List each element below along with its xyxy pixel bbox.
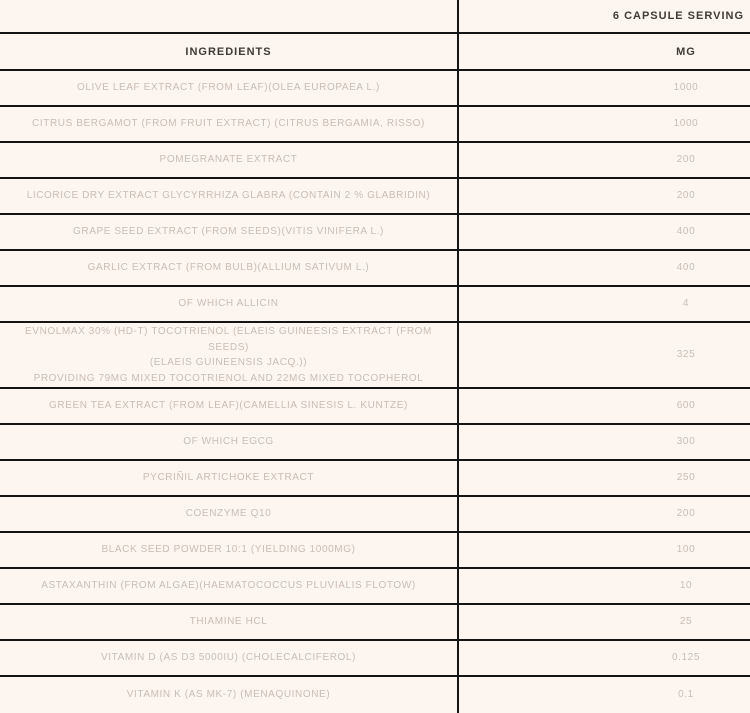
mg-value-cell: 325 (676, 349, 696, 361)
ingredient-name-cell: OLIVE LEAF EXTRACT (FROM LEAF)(OLEA EURO… (0, 71, 459, 105)
mg-column-header: MG (676, 45, 696, 58)
table-row: GRAPE SEED EXTRACT (FROM SEEDS)(VITIS VI… (0, 215, 750, 251)
table-row: CITRUS BERGAMOT (FROM FRUIT EXTRACT) (CI… (0, 107, 750, 143)
table-row: ASTAXANTHIN (FROM ALGAE)(HAEMATOCOCCUS P… (0, 569, 750, 605)
table-row: OF WHICH EGCG 300 (0, 425, 750, 461)
table-row: OF WHICH ALLICIN 4 (0, 287, 750, 323)
ingredient-name-cell: OF WHICH EGCG (0, 425, 459, 459)
ingredient-name-cell: GRAPE SEED EXTRACT (FROM SEEDS)(VITIS VI… (0, 215, 459, 249)
ingredients-column-header: INGREDIENTS (0, 34, 459, 69)
ingredient-name-cell: CITRUS BERGAMOT (FROM FRUIT EXTRACT) (CI… (0, 107, 459, 141)
ingredient-name-cell: GREEN TEA EXTRACT (FROM LEAF)(CAMELLIA S… (0, 389, 459, 423)
ingredient-name-cell: LICORICE DRY EXTRACT GLYCYRRHIZA GLABRA … (0, 179, 459, 213)
ingredient-name-cell: PYCRIÑIL ARTICHOKE EXTRACT (0, 461, 459, 495)
empty-header-cell (0, 0, 459, 32)
ingredient-name-cell: ASTAXANTHIN (FROM ALGAE)(HAEMATOCOCCUS P… (0, 569, 459, 603)
ingredient-name-cell: POMEGRANATE EXTRACT (0, 143, 459, 177)
table-row: EVNOLMAX 30% (HD-T) TOCOTRIENOL (ELAEIS … (0, 323, 750, 389)
table-row: GREEN TEA EXTRACT (FROM LEAF)(CAMELLIA S… (0, 389, 750, 425)
ingredient-name-cell: THIAMINE HCL (0, 605, 459, 639)
mg-value-cell: 0.125 (671, 652, 701, 664)
column-header-row: INGREDIENTS MG (0, 34, 750, 71)
table-row: COENZYME Q10 200 (0, 497, 750, 533)
ingredient-name-cell: VITAMIN K (AS MK-7) (MENAQUINONE) (0, 677, 459, 713)
mg-value-cell: 600 (676, 400, 696, 412)
table-row: VITAMIN D (AS D3 5000IU) (CHOLECALCIFERO… (0, 641, 750, 677)
table-row: GARLIC EXTRACT (FROM BULB)(ALLIUM SATIVU… (0, 251, 750, 287)
table-row: POMEGRANATE EXTRACT 200 (0, 143, 750, 179)
ingredient-name-cell: VITAMIN D (AS D3 5000IU) (CHOLECALCIFERO… (0, 641, 459, 675)
mg-value-cell: 100 (676, 544, 696, 556)
serving-size-header: 6 CAPSULE SERVING (612, 10, 744, 22)
ingredient-name-cell: EVNOLMAX 30% (HD-T) TOCOTRIENOL (ELAEIS … (0, 323, 459, 387)
mg-value-cell: 25 (679, 616, 693, 628)
mg-value-cell: 200 (676, 190, 696, 202)
mg-value-cell: 200 (676, 508, 696, 520)
ingredient-name-cell: BLACK SEED POWDER 10:1 (YIELDING 1000MG) (0, 533, 459, 567)
mg-value-cell: 250 (676, 472, 696, 484)
table-row: PYCRIÑIL ARTICHOKE EXTRACT 250 (0, 461, 750, 497)
mg-value-cell: 4 (682, 298, 690, 310)
ingredient-name-cell: OF WHICH ALLICIN (0, 287, 459, 321)
mg-value-cell: 0.1 (678, 689, 694, 701)
table-row: OLIVE LEAF EXTRACT (FROM LEAF)(OLEA EURO… (0, 71, 750, 107)
table-row: THIAMINE HCL 25 (0, 605, 750, 641)
ingredient-name-cell: GARLIC EXTRACT (FROM BULB)(ALLIUM SATIVU… (0, 251, 459, 285)
mg-value-cell: 1000 (673, 82, 699, 94)
table-row: BLACK SEED POWDER 10:1 (YIELDING 1000MG)… (0, 533, 750, 569)
table-row: VITAMIN K (AS MK-7) (MENAQUINONE) 0.1 (0, 677, 750, 713)
table-row: LICORICE DRY EXTRACT GLYCYRRHIZA GLABRA … (0, 179, 750, 215)
mg-value-cell: 300 (676, 436, 696, 448)
mg-value-cell: 400 (676, 262, 696, 274)
mg-value-cell: 10 (679, 580, 693, 592)
mg-value-cell: 200 (676, 154, 696, 166)
ingredient-rows: OLIVE LEAF EXTRACT (FROM LEAF)(OLEA EURO… (0, 71, 750, 713)
mg-value-cell: 1000 (673, 118, 699, 130)
ingredient-name-cell: COENZYME Q10 (0, 497, 459, 531)
mg-value-cell: 400 (676, 226, 696, 238)
serving-header-row: 6 CAPSULE SERVING (0, 0, 750, 34)
